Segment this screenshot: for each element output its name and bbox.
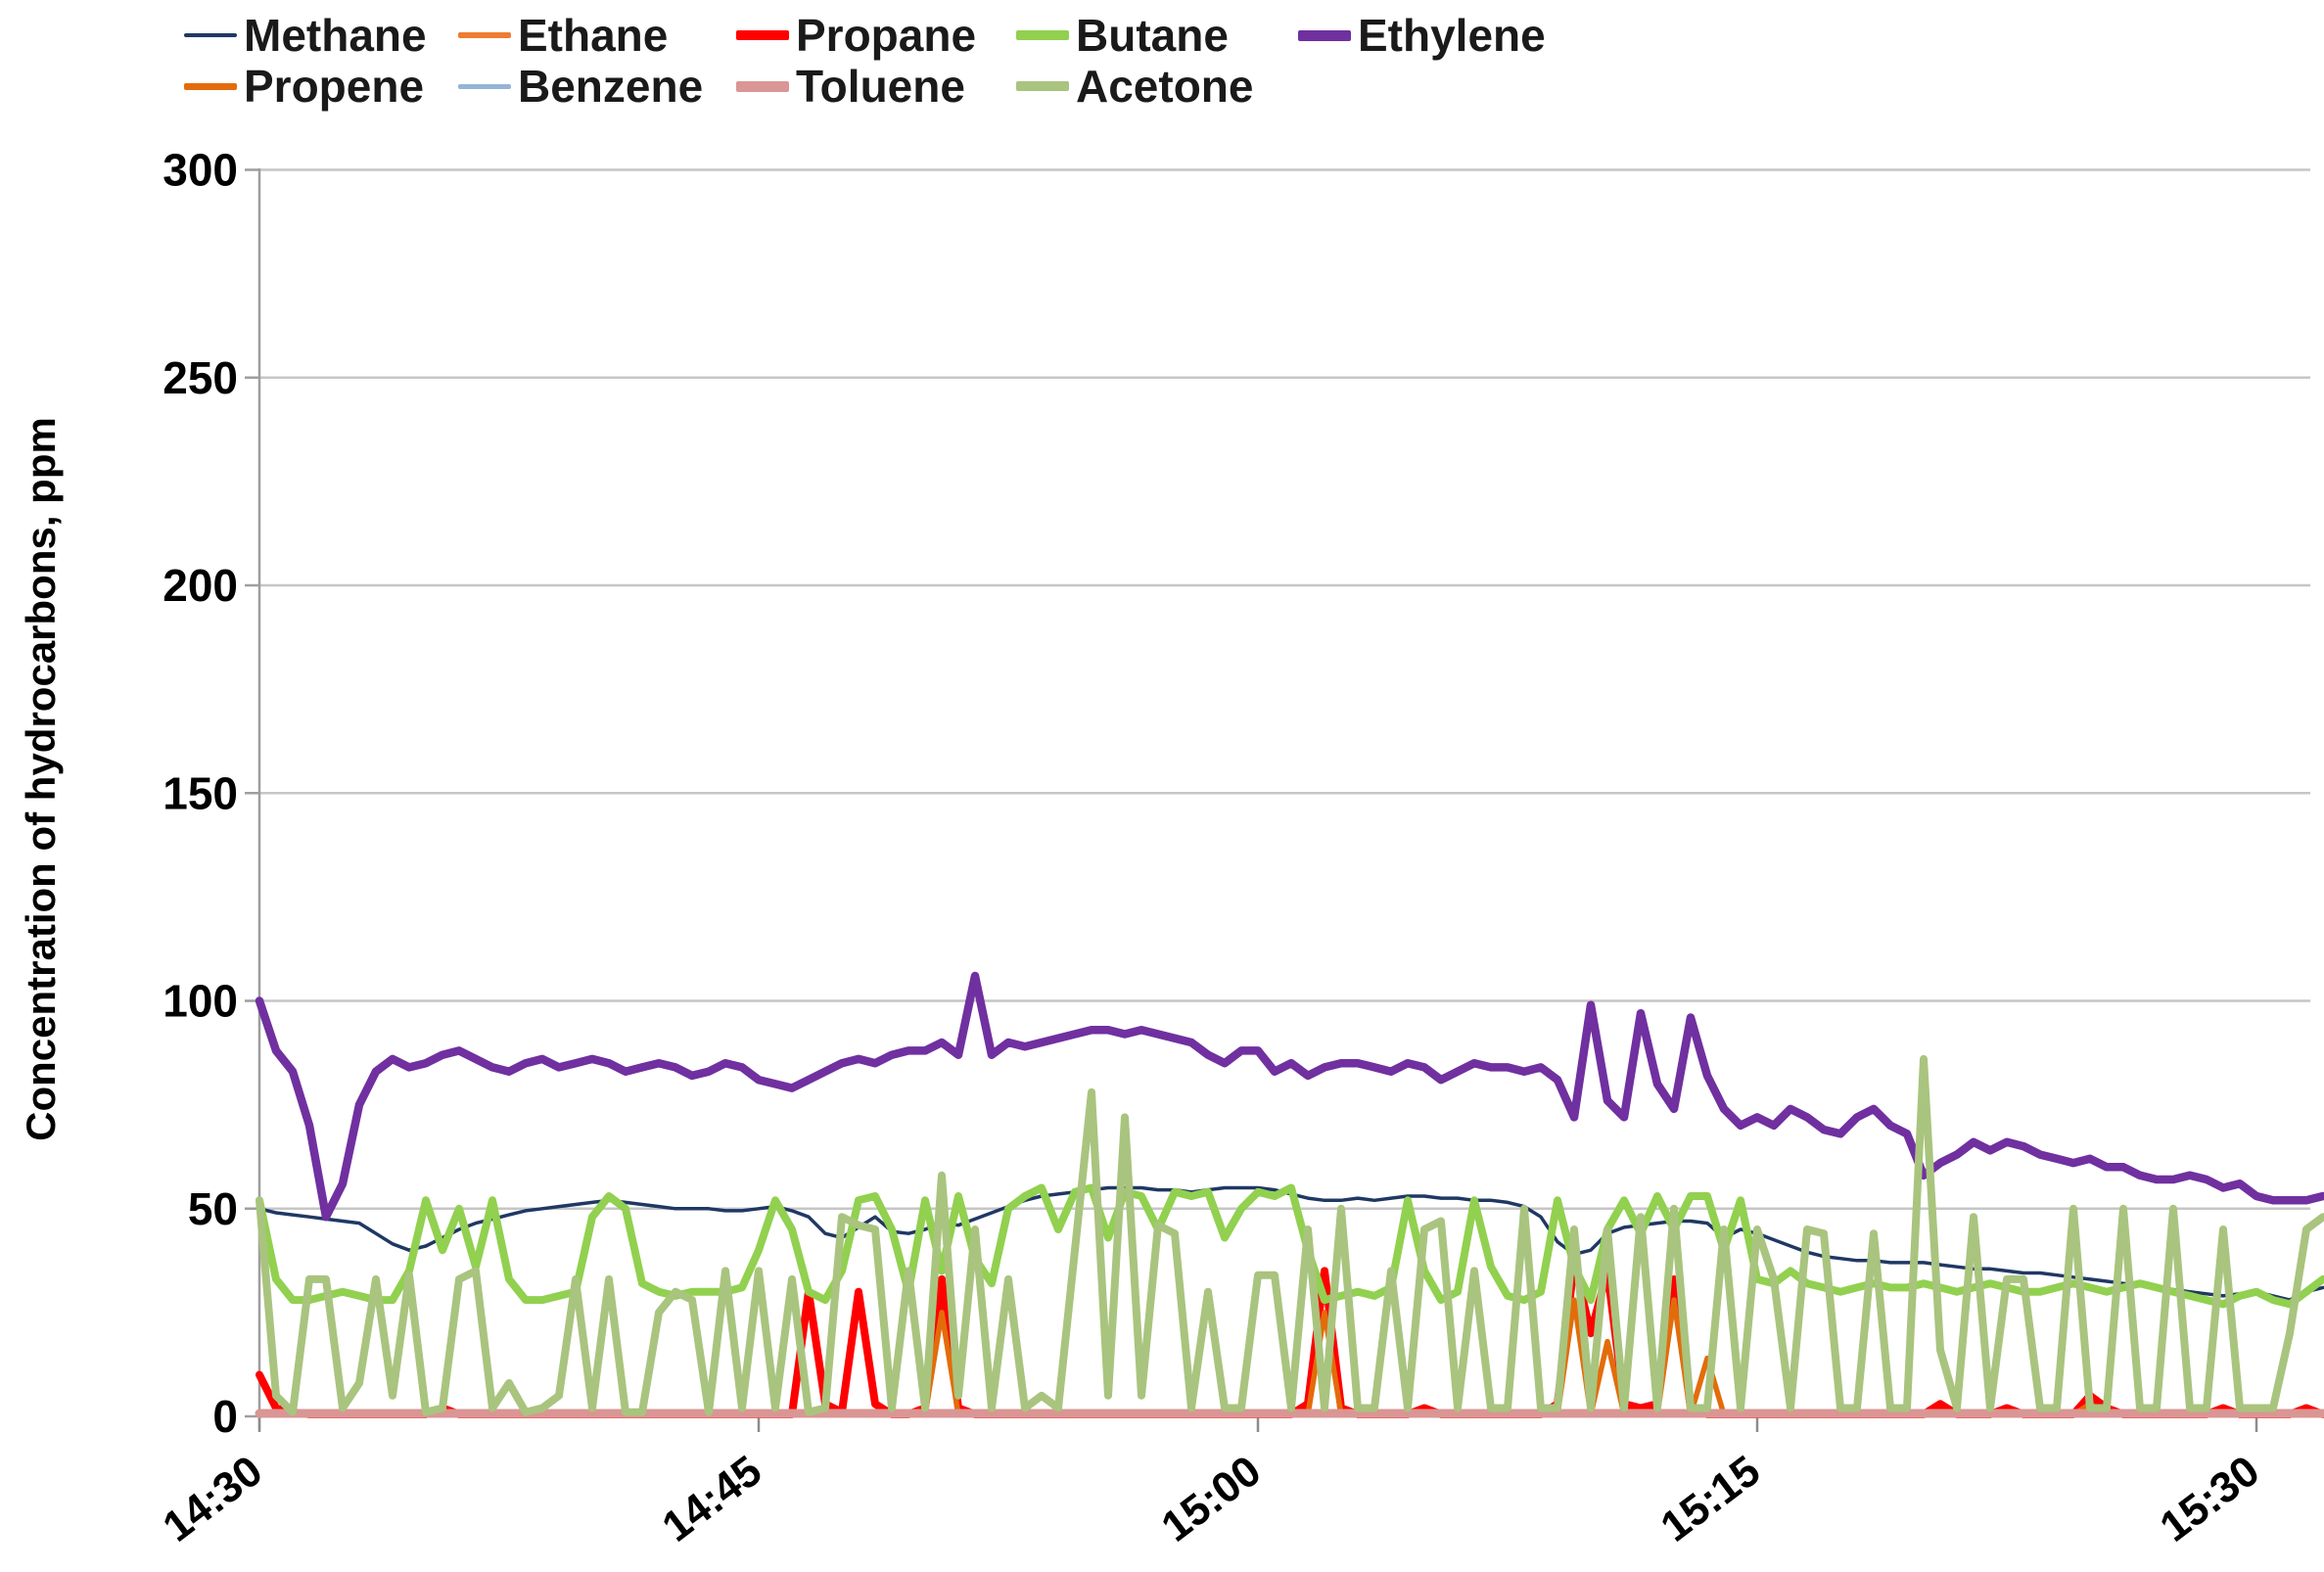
- y-tick-label: 0: [212, 1391, 238, 1442]
- x-tick-label: 14:30: [155, 1447, 271, 1551]
- series-line-methane: [257, 1185, 2324, 1302]
- legend-label-toluene: Toluene: [796, 61, 965, 112]
- legend-label-propene: Propene: [244, 61, 425, 112]
- y-tick-label: 100: [163, 976, 238, 1027]
- legend-swatch-ethane: [458, 32, 511, 38]
- x-tick-label: 15:30: [2152, 1447, 2268, 1551]
- legend-swatch-acetone: [1016, 81, 1069, 91]
- series-line-acetone: [256, 1054, 2324, 1416]
- legend-item-acetone: Acetone: [1016, 59, 1253, 114]
- x-tick-label: 14:45: [654, 1447, 770, 1551]
- legend-label-butane: Butane: [1076, 10, 1229, 61]
- legend-label-ethane: Ethane: [518, 10, 669, 61]
- x-tick-label: 15:00: [1153, 1447, 1270, 1551]
- legend-item-methane: Methane: [184, 8, 427, 63]
- legend-swatch-methane: [184, 33, 237, 37]
- legend-label-ethylene: Ethylene: [1358, 10, 1546, 61]
- legend-item-butane: Butane: [1016, 8, 1229, 63]
- legend: Methane Ethane Propane Butane Ethylene Propen…: [0, 0, 2324, 127]
- legend-item-ethylene: Ethylene: [1298, 8, 1546, 63]
- legend-swatch-toluene: [736, 80, 789, 92]
- legend-item-propane: Propane: [736, 8, 976, 63]
- legend-label-propane: Propane: [796, 10, 977, 61]
- y-tick-label: 300: [163, 145, 238, 196]
- x-tick-label: 15:15: [1652, 1447, 1769, 1551]
- y-tick-label: 200: [163, 560, 238, 611]
- legend-swatch-propene: [184, 82, 237, 90]
- y-axis-title: Concentration of hydrocarbons, ppm: [18, 417, 64, 1141]
- legend-item-ethane: Ethane: [458, 8, 668, 63]
- legend-swatch-butane: [1016, 30, 1069, 40]
- y-tick-label: 150: [163, 767, 238, 818]
- legend-swatch-benzene: [458, 83, 511, 89]
- y-tick-label: 50: [188, 1183, 238, 1234]
- legend-label-benzene: Benzene: [518, 61, 704, 112]
- legend-label-acetone: Acetone: [1076, 61, 1254, 112]
- series-line-ethylene: [255, 971, 2324, 1222]
- legend-swatch-ethylene: [1298, 29, 1351, 41]
- legend-item-benzene: Benzene: [458, 59, 703, 114]
- legend-item-toluene: Toluene: [736, 59, 965, 114]
- legend-swatch-propane: [736, 30, 789, 40]
- y-tick-label: 250: [163, 352, 238, 403]
- legend-label-methane: Methane: [244, 10, 427, 61]
- legend-item-propene: Propene: [184, 59, 424, 114]
